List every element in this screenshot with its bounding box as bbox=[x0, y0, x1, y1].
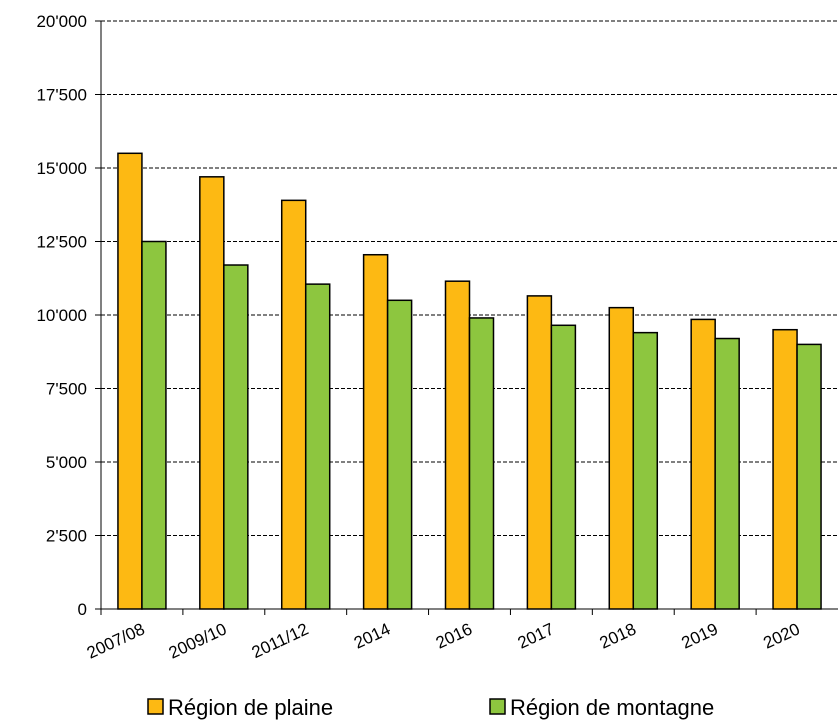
bar bbox=[304, 283, 331, 610]
x-tick-label: 2007/08 bbox=[84, 619, 148, 662]
y-tick-label: 7'500 bbox=[46, 380, 87, 399]
bar bbox=[444, 280, 471, 610]
bar bbox=[690, 318, 716, 610]
x-tick-label: 2018 bbox=[597, 619, 639, 652]
x-tick-label: 2016 bbox=[433, 619, 475, 652]
legend-swatch bbox=[147, 698, 164, 715]
bar bbox=[772, 328, 798, 610]
bar bbox=[796, 343, 822, 610]
bar bbox=[199, 176, 225, 610]
bar bbox=[141, 240, 167, 610]
y-tick-label: 17'500 bbox=[36, 86, 87, 105]
legend-label: Région de plaine bbox=[168, 695, 333, 720]
bar bbox=[632, 331, 659, 610]
bar bbox=[386, 299, 413, 610]
y-tick-label: 0 bbox=[78, 600, 87, 619]
x-tick-label: 2011/12 bbox=[249, 619, 312, 662]
x-tick-label: 2020 bbox=[760, 619, 802, 652]
y-tick-label: 12'500 bbox=[36, 233, 87, 252]
bar bbox=[550, 324, 577, 610]
legend-label: Région de montagne bbox=[510, 695, 714, 720]
x-tick-label: 2009/10 bbox=[166, 619, 230, 662]
legend-swatch bbox=[489, 698, 506, 715]
x-tick-label: 2014 bbox=[351, 619, 393, 652]
bar bbox=[526, 295, 553, 610]
y-tick-label: 20'000 bbox=[36, 12, 87, 31]
bar bbox=[468, 317, 495, 610]
y-tick-label: 2'500 bbox=[46, 527, 87, 546]
bar bbox=[117, 152, 143, 610]
y-tick-label: 10'000 bbox=[36, 306, 87, 325]
y-tick-label: 5'000 bbox=[46, 453, 87, 472]
bar bbox=[362, 253, 389, 610]
y-tick-label: 15'000 bbox=[36, 159, 87, 178]
bar bbox=[280, 199, 307, 610]
x-tick-label: 2017 bbox=[515, 619, 557, 652]
x-tick-label: 2019 bbox=[679, 619, 721, 652]
bar bbox=[223, 264, 249, 610]
bar bbox=[714, 337, 740, 610]
bar bbox=[608, 306, 635, 610]
